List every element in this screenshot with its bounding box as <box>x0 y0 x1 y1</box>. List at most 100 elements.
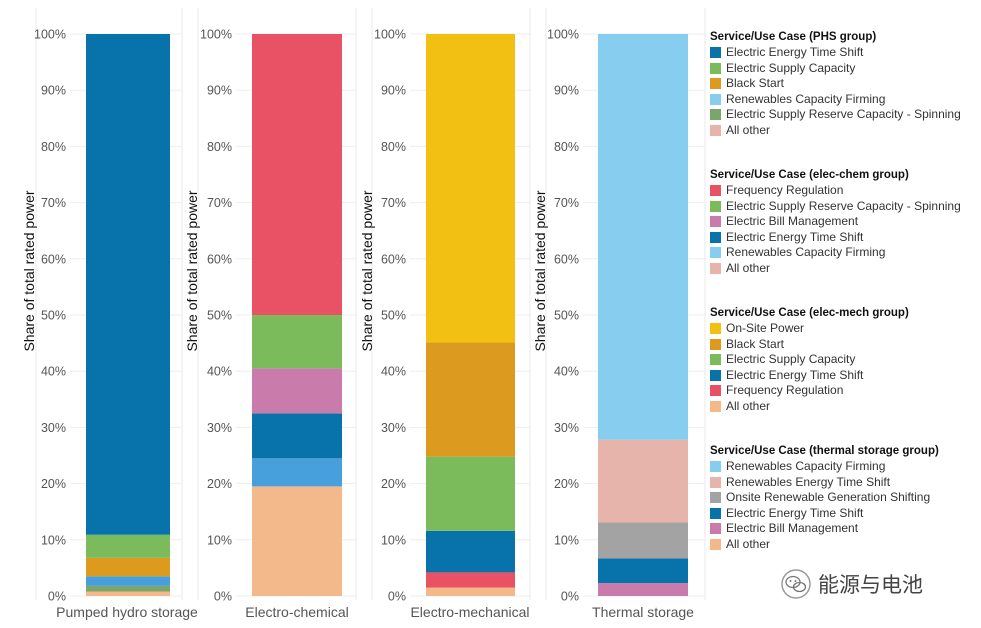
legend-item: Electric Supply Capacity <box>710 352 978 368</box>
legend-item: Black Start <box>710 76 978 92</box>
legend-label: Renewables Capacity Firming <box>726 91 886 106</box>
legend-title: Service/Use Case (PHS group) <box>710 31 877 43</box>
legend-swatch <box>710 200 721 212</box>
legend-label: All other <box>726 260 771 275</box>
y-axis-label: Share of total rated power <box>184 190 200 351</box>
legend-title: Service/Use Case (thermal storage group) <box>710 445 939 457</box>
y-tick-label: 10% <box>41 533 66 547</box>
legend-label: All other <box>726 398 771 413</box>
legend-item: Electric Bill Management <box>710 214 978 230</box>
legend-label: Black Start <box>726 76 785 90</box>
y-tick-label: 60% <box>207 252 232 266</box>
legend-label: Electric Supply Reserve Capacity - Spinn… <box>726 107 961 121</box>
legend-item: All other <box>710 261 978 277</box>
legend-label: Electric Supply Reserve Capacity - Spinn… <box>726 198 961 213</box>
legend-label: Renewables Capacity Firming <box>726 459 886 473</box>
legend-label: All other <box>726 536 771 551</box>
legend-item: Renewables Energy Time Shift <box>710 475 978 491</box>
y-tick-label: 50% <box>381 309 406 323</box>
legend-label: Frequency Regulation <box>726 183 844 197</box>
category-label: Electro-mechanical <box>410 604 529 620</box>
legend-item: Renewables Capacity Firming <box>710 92 978 108</box>
bar-segment-frequency-regulation <box>252 34 342 315</box>
y-tick-label: 0% <box>214 590 232 604</box>
bar-segment-electric-energy-time-shift <box>598 558 688 584</box>
y-tick-label: 90% <box>41 84 66 98</box>
bar-segment-electric-energy-time-shift <box>426 530 515 573</box>
legend-label: Electric Supply Capacity <box>726 60 856 75</box>
legend-swatch <box>710 262 721 274</box>
category-label: Pumped hydro storage <box>56 604 198 620</box>
legend-swatch <box>710 78 721 90</box>
y-tick-label: 0% <box>388 590 406 604</box>
watermark: 能源与电池 <box>780 568 923 600</box>
bar-segment-electric-supply-reserve-capacity-spinning <box>86 585 170 592</box>
bar-segment-electric-bill-management <box>252 368 342 414</box>
legend-item: Electric Supply Reserve Capacity - Spinn… <box>710 199 978 215</box>
legend-group: Service/Use Case (PHS group) Electric Ene… <box>710 29 978 138</box>
y-tick-label: 80% <box>381 140 406 154</box>
legend-item: All other <box>710 123 978 139</box>
y-tick-label: 40% <box>207 365 232 379</box>
legend-swatch <box>710 338 721 350</box>
y-tick-label: 10% <box>207 533 232 547</box>
y-tick-label: 20% <box>207 477 232 491</box>
y-axis-label: Share of total rated power <box>532 190 548 351</box>
wechat-icon <box>781 569 811 599</box>
y-tick-label: 100% <box>547 28 579 42</box>
legend-item: Renewables Capacity Firming <box>710 459 978 475</box>
bar-segment-electric-energy-time-shift <box>252 413 342 459</box>
legend-swatch <box>710 124 721 136</box>
bar-segment-all-other <box>86 591 170 596</box>
legend-swatch <box>710 354 721 366</box>
legend-item: All other <box>710 399 978 415</box>
legend-item: Frequency Regulation <box>710 183 978 199</box>
y-tick-label: 100% <box>34 28 66 42</box>
legend-swatch <box>710 247 721 259</box>
bar-segment-electric-supply-capacity <box>426 456 515 531</box>
y-tick-label: 80% <box>554 140 579 154</box>
legend-label: Frequency Regulation <box>726 383 844 397</box>
y-tick-label: 20% <box>381 477 406 491</box>
legend-swatch <box>710 507 721 519</box>
y-tick-label: 90% <box>554 84 579 98</box>
legend-item: Electric Energy Time Shift <box>710 45 978 61</box>
legend-item: Electric Supply Capacity <box>710 61 978 77</box>
legend-swatch <box>710 492 721 504</box>
bar-segment-renewables-energy-time-shift <box>598 439 688 523</box>
category-label: Thermal storage <box>592 604 694 620</box>
legend-label: Renewables Capacity Firming <box>726 245 886 259</box>
legend-label: Electric Energy Time Shift <box>726 45 864 59</box>
legend-item: Black Start <box>710 337 978 353</box>
y-tick-label: 80% <box>41 140 66 154</box>
legend-item: All other <box>710 537 978 553</box>
legend-item: Onsite Renewable Generation Shifting <box>710 490 978 506</box>
y-tick-label: 0% <box>561 590 579 604</box>
y-tick-label: 30% <box>554 421 579 435</box>
y-tick-label: 60% <box>554 252 579 266</box>
y-tick-label: 60% <box>41 252 66 266</box>
bar-segment-on-site-power <box>426 34 515 343</box>
watermark-text: 能源与电池 <box>818 573 923 597</box>
legend-swatch <box>710 231 721 243</box>
y-axis-label: Share of total rated power <box>21 190 37 351</box>
legend-group: Service/Use Case (elec-mech group) On-Sit… <box>710 305 978 414</box>
y-tick-label: 70% <box>41 196 66 210</box>
legend-label: Electric Bill Management <box>726 521 859 535</box>
y-tick-label: 90% <box>381 84 406 98</box>
legend-item: Electric Energy Time Shift <box>710 368 978 384</box>
y-tick-label: 70% <box>554 196 579 210</box>
y-tick-label: 30% <box>207 421 232 435</box>
bar-segment-onsite-renewable-generation-shifting <box>598 522 688 559</box>
legend-label: Onsite Renewable Generation Shifting <box>726 490 931 504</box>
legend-swatch <box>710 62 721 74</box>
legend-swatch <box>710 400 721 412</box>
y-tick-label: 10% <box>381 533 406 547</box>
legend-label: Electric Bill Management <box>726 214 859 228</box>
bar-segment-all-other <box>252 486 342 596</box>
legend-label: Black Start <box>726 336 785 351</box>
bar-segment-black-start <box>86 557 170 577</box>
y-tick-label: 30% <box>41 421 66 435</box>
bar-segment-frequency-regulation <box>426 572 515 588</box>
legend-label: Electric Supply Capacity <box>726 352 856 366</box>
